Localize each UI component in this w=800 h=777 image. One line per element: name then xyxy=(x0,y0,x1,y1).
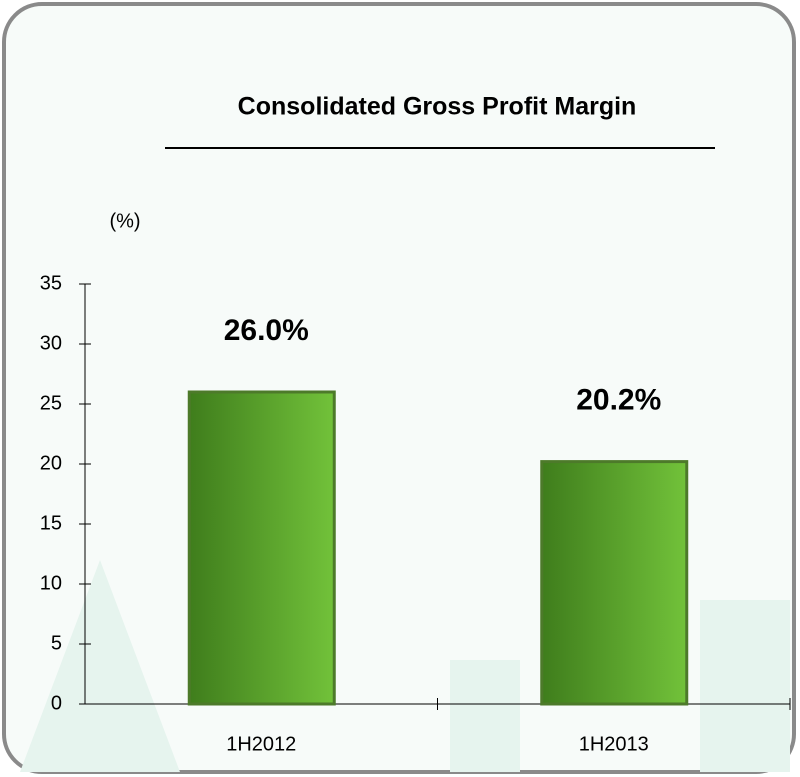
y-tick-label: 10 xyxy=(40,572,62,594)
value-label: 20.2% xyxy=(576,384,661,417)
y-tick-label: 30 xyxy=(40,332,62,354)
x-tick-label: 1H2012 xyxy=(226,733,296,755)
y-tick-label: 0 xyxy=(51,692,62,714)
x-tick-label: 1H2013 xyxy=(579,733,649,755)
chart-title: Consolidated Gross Profit Margin xyxy=(238,93,637,121)
y-tick-label: 5 xyxy=(51,632,62,654)
y-tick-label: 25 xyxy=(40,392,62,414)
bar xyxy=(189,392,334,704)
bar xyxy=(542,462,687,704)
y-axis-label: (%) xyxy=(109,210,140,232)
y-tick-label: 35 xyxy=(40,272,62,294)
y-tick-label: 20 xyxy=(40,452,62,474)
chart: Consolidated Gross Profit Margin (%) 0 5 1… xyxy=(0,0,800,777)
value-label: 26.0% xyxy=(224,314,309,347)
y-tick-label: 15 xyxy=(40,512,62,534)
